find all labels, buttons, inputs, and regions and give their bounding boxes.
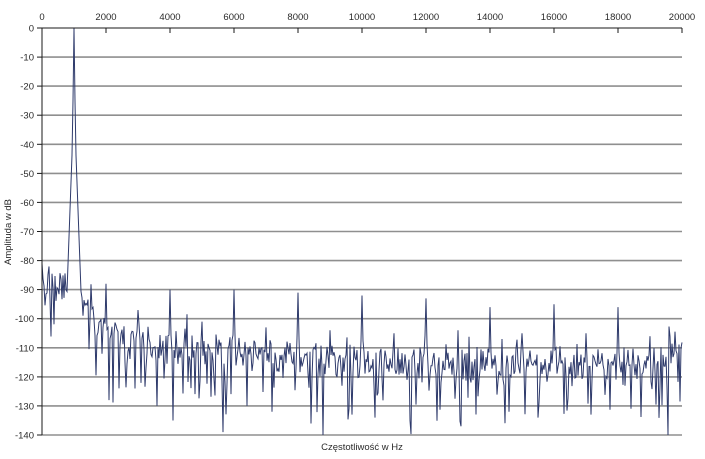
y-tick-label: -140 <box>15 431 34 442</box>
x-tick-label: 4000 <box>159 12 180 23</box>
x-tick-label: 12000 <box>413 12 439 23</box>
x-axis-title: Częstotliwość w Hz <box>321 442 403 453</box>
spectrum-trace <box>41 27 683 436</box>
x-tick-label: 18000 <box>605 12 631 23</box>
x-tick-label: 0 <box>39 12 44 23</box>
y-tick-label: -20 <box>20 82 34 93</box>
x-tick-label: 16000 <box>541 12 567 23</box>
x-tick-label: 6000 <box>223 12 244 23</box>
y-tick-label: -50 <box>20 169 34 180</box>
y-tick-label: -110 <box>16 343 34 354</box>
axes-layer: 0 2000 4000 6000 8000 10000 12000 14000 16000 180… <box>15 12 695 442</box>
y-tick-label: -60 <box>20 198 34 209</box>
trace-layer <box>41 27 683 436</box>
y-tick-label: -100 <box>15 314 34 325</box>
y-tick-label: 0 <box>29 24 34 35</box>
y-axis-title: Amplituda w dB <box>3 199 14 265</box>
x-tick-label: 14000 <box>477 12 503 23</box>
x-tick-label: 10000 <box>349 12 375 23</box>
y-tick-label: -30 <box>20 111 34 122</box>
y-tick-label: -40 <box>20 140 34 151</box>
y-tick-label: -90 <box>20 285 34 296</box>
gridlines <box>42 56 682 436</box>
x-tick-label: 2000 <box>95 12 116 23</box>
x-tick-label: 20000 <box>669 12 695 23</box>
y-tick-label: -80 <box>20 256 34 267</box>
x-tick-label: 8000 <box>287 12 308 23</box>
y-tick-label: -120 <box>15 372 34 383</box>
y-tick-label: -130 <box>15 401 34 412</box>
y-tick-label: -70 <box>20 227 34 238</box>
y-tick-label: -10 <box>20 53 34 64</box>
